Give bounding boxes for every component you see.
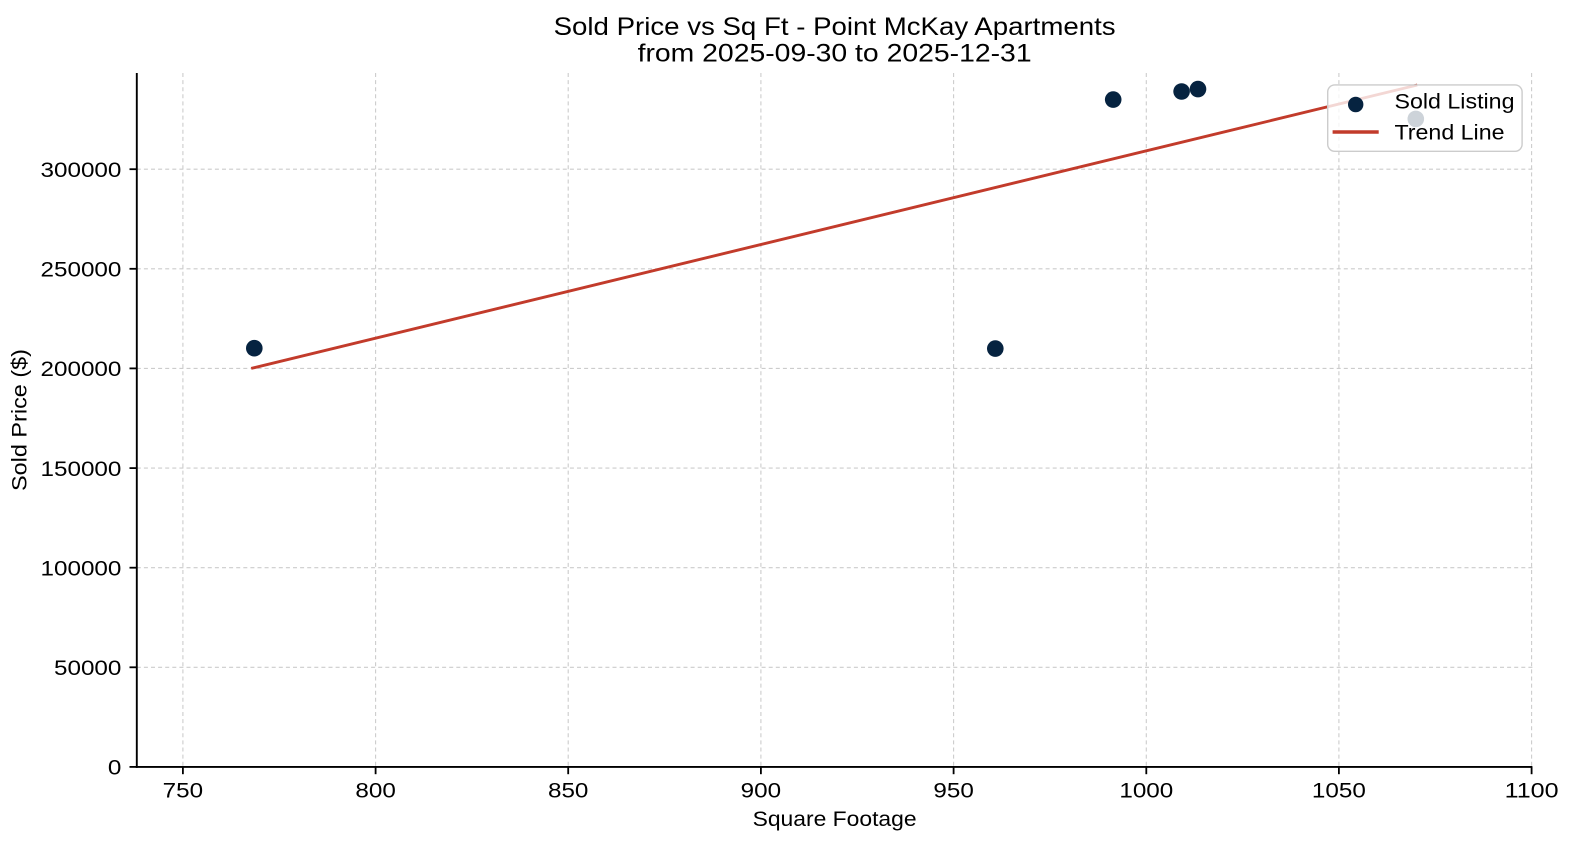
svg-text:200000: 200000 [41,358,122,381]
svg-text:Sold Listing: Sold Listing [1395,91,1515,114]
svg-text:800: 800 [355,779,395,802]
svg-text:900: 900 [741,779,781,802]
svg-text:Sold Price vs Sq Ft - Point Mc: Sold Price vs Sq Ft - Point McKay Apartm… [554,14,1116,41]
svg-text:Square Footage: Square Footage [753,808,917,831]
svg-text:750: 750 [163,779,203,802]
svg-text:950: 950 [933,779,973,802]
svg-text:1100: 1100 [1505,779,1559,802]
svg-text:150000: 150000 [41,458,122,481]
svg-text:from 2025-09-30 to 2025-12-31: from 2025-09-30 to 2025-12-31 [638,41,1032,68]
svg-text:50000: 50000 [54,657,121,680]
svg-text:300000: 300000 [41,159,122,182]
svg-text:0: 0 [108,757,122,780]
svg-text:250000: 250000 [41,259,122,282]
svg-text:Trend Line: Trend Line [1395,121,1505,144]
svg-text:100000: 100000 [41,557,122,580]
svg-text:850: 850 [548,779,588,802]
svg-text:Sold Price ($): Sold Price ($) [9,349,32,491]
svg-text:1050: 1050 [1312,779,1366,802]
svg-text:1000: 1000 [1119,779,1173,802]
